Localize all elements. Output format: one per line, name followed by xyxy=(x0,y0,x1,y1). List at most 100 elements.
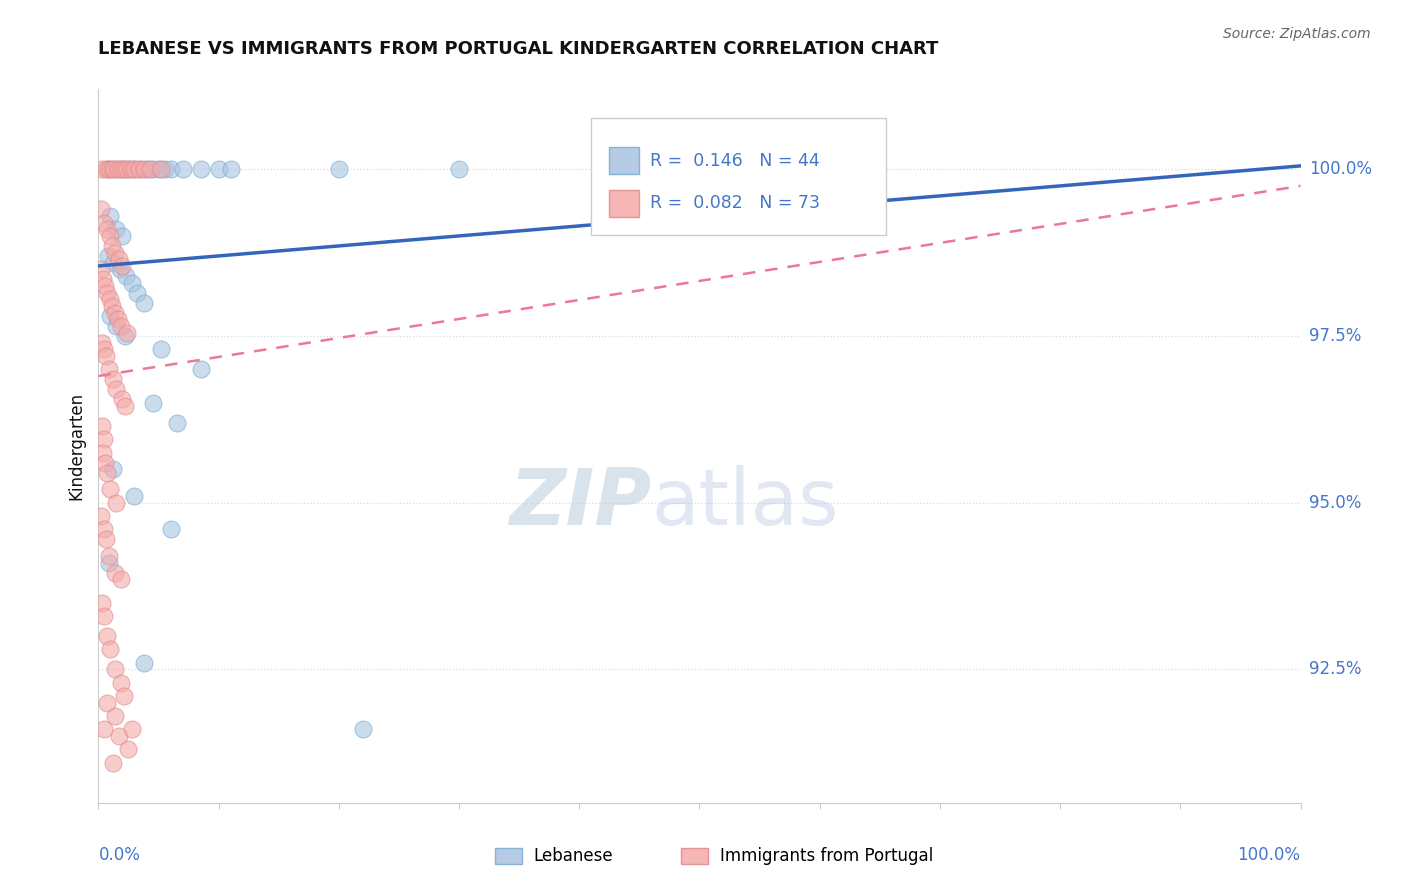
Point xyxy=(110,318,132,333)
Point xyxy=(120,162,142,177)
Point xyxy=(94,162,117,177)
Point xyxy=(108,262,131,277)
Text: Lebanese: Lebanese xyxy=(534,847,613,865)
Point xyxy=(132,295,155,310)
Text: LEBANESE VS IMMIGRANTS FROM PORTUGAL KINDERGARTEN CORRELATION CHART: LEBANESE VS IMMIGRANTS FROM PORTUGAL KIN… xyxy=(98,40,939,58)
Point xyxy=(121,276,143,290)
Point xyxy=(96,349,118,363)
Point xyxy=(105,382,128,396)
Text: R =  0.146   N = 44: R = 0.146 N = 44 xyxy=(650,152,820,169)
Bar xyxy=(609,147,640,174)
Point xyxy=(105,162,128,177)
FancyBboxPatch shape xyxy=(592,118,886,235)
Text: atlas: atlas xyxy=(651,465,839,541)
Point xyxy=(110,573,132,587)
Text: 0.0%: 0.0% xyxy=(98,846,141,863)
Point xyxy=(91,272,114,286)
Point xyxy=(93,343,115,357)
Point xyxy=(107,162,129,177)
Point xyxy=(149,343,172,357)
Bar xyxy=(495,848,522,864)
Point xyxy=(124,162,146,177)
Point xyxy=(114,399,136,413)
Point xyxy=(129,162,152,177)
Point xyxy=(117,742,139,756)
Point xyxy=(104,566,127,580)
Point xyxy=(688,162,710,177)
Point xyxy=(98,642,121,657)
Point xyxy=(112,689,135,703)
Point xyxy=(149,162,172,177)
Text: 100.0%: 100.0% xyxy=(1237,846,1301,863)
Point xyxy=(121,723,143,737)
Text: ZIP: ZIP xyxy=(509,465,651,541)
Point xyxy=(328,162,350,177)
Point xyxy=(110,675,132,690)
Point xyxy=(104,709,127,723)
Point xyxy=(111,228,134,243)
Point xyxy=(139,162,162,177)
Point xyxy=(91,596,114,610)
Point xyxy=(93,609,115,624)
Point xyxy=(112,162,135,177)
Point xyxy=(93,216,115,230)
Point xyxy=(103,162,125,177)
Point xyxy=(91,419,114,434)
Bar xyxy=(609,190,640,217)
Point xyxy=(132,656,155,670)
Point xyxy=(125,285,148,300)
Point xyxy=(93,723,115,737)
Text: 100.0%: 100.0% xyxy=(1309,161,1372,178)
Point xyxy=(117,162,139,177)
Point xyxy=(111,162,134,177)
Point xyxy=(101,255,124,269)
Point xyxy=(447,162,470,177)
Text: 95.0%: 95.0% xyxy=(1309,493,1361,512)
Point xyxy=(111,259,134,273)
Point xyxy=(845,162,868,177)
Point xyxy=(117,162,139,177)
Point xyxy=(105,222,128,236)
Point xyxy=(104,662,127,676)
Point xyxy=(93,433,115,447)
Point xyxy=(101,299,124,313)
Point xyxy=(132,162,155,177)
Text: R =  0.082   N = 73: R = 0.082 N = 73 xyxy=(650,194,820,212)
Point xyxy=(117,326,139,340)
Point xyxy=(91,335,114,350)
Point xyxy=(141,162,163,177)
Point xyxy=(96,222,118,236)
Point xyxy=(115,268,138,283)
Point xyxy=(90,202,112,217)
Point xyxy=(100,239,122,253)
Point xyxy=(90,262,112,277)
Point xyxy=(96,285,118,300)
Point xyxy=(98,293,121,307)
Point xyxy=(108,729,131,743)
Point xyxy=(124,162,146,177)
Point xyxy=(91,445,114,459)
Point xyxy=(135,162,157,177)
Point xyxy=(94,456,117,470)
Point xyxy=(104,305,127,319)
Text: 97.5%: 97.5% xyxy=(1309,327,1361,345)
Point xyxy=(352,723,374,737)
Point xyxy=(107,312,129,326)
Point xyxy=(105,318,128,333)
Point xyxy=(148,162,170,177)
Point xyxy=(114,329,136,343)
Point xyxy=(159,162,181,177)
Point xyxy=(100,309,122,323)
Point xyxy=(141,395,163,409)
Point xyxy=(111,392,134,407)
Point xyxy=(124,489,146,503)
Text: Source: ZipAtlas.com: Source: ZipAtlas.com xyxy=(1223,27,1371,41)
Point xyxy=(90,509,112,524)
Point xyxy=(104,496,127,510)
Bar xyxy=(682,848,707,864)
Point xyxy=(98,483,121,497)
Y-axis label: Kindergarten: Kindergarten xyxy=(67,392,86,500)
Point xyxy=(97,249,120,263)
Point xyxy=(103,372,125,386)
Point xyxy=(108,252,131,267)
